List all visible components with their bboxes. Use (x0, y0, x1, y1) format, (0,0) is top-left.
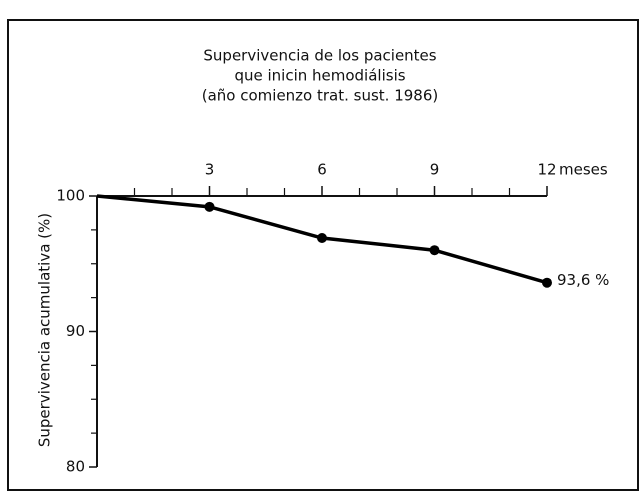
data-point (204, 201, 215, 212)
y-axis-label: Supervivencia acumulativa (%) (36, 213, 54, 447)
data-label: 93,6 % (557, 271, 609, 289)
x-axis-label: meses (559, 161, 608, 179)
x-tick-label: 9 (430, 161, 440, 179)
y-tick-label: 100 (56, 187, 85, 205)
x-tick-label: 3 (205, 161, 215, 179)
x-tick-label: 12 (537, 161, 556, 179)
chart-title: Supervivencia de los pacientes (203, 47, 436, 65)
y-tick-label: 90 (66, 322, 85, 340)
data-point (542, 277, 552, 288)
x-tick-label: 6 (317, 161, 327, 179)
data-point (429, 245, 440, 256)
frame (7, 19, 639, 491)
chart-title: que inicin hemodiálisis (234, 67, 405, 85)
y-tick-label: 80 (66, 458, 85, 476)
data-point (317, 233, 327, 244)
chart-title: (año comienzo trat. sust. 1986) (202, 87, 439, 105)
